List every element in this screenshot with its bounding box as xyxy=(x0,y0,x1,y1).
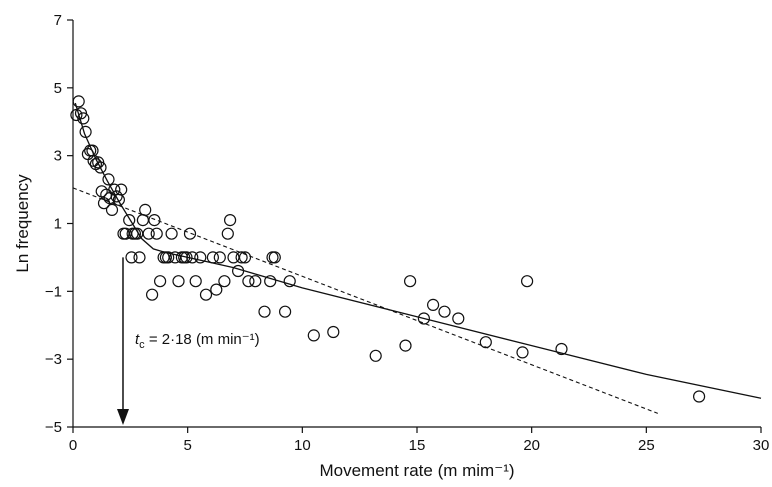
data-point xyxy=(264,275,277,288)
data-point xyxy=(139,203,152,216)
data-point xyxy=(150,227,163,240)
data-point xyxy=(194,251,207,264)
threshold-label-value: = 2·18 (m min⁻¹) xyxy=(145,331,260,348)
data-point xyxy=(417,312,430,325)
data-point xyxy=(369,349,382,362)
y-tick-label: 3 xyxy=(54,148,62,165)
data-point xyxy=(399,339,412,352)
data-point xyxy=(186,251,199,264)
data-point xyxy=(123,214,136,227)
data-point xyxy=(102,173,115,186)
data-point xyxy=(125,251,138,264)
data-point xyxy=(86,144,99,157)
data-point xyxy=(206,251,219,264)
data-point xyxy=(279,305,292,318)
x-tick-label: 5 xyxy=(183,437,191,454)
data-point xyxy=(77,112,90,125)
x-axis-title: Movement rate (m mim⁻¹) xyxy=(319,461,514,480)
data-point xyxy=(154,275,167,288)
data-point xyxy=(105,203,119,216)
x-ticks: 0 5 10 15 20 25 30 xyxy=(69,427,770,454)
x-tick-label: 0 xyxy=(69,437,77,454)
data-point xyxy=(307,329,320,342)
data-point xyxy=(218,275,231,288)
data-point xyxy=(79,125,92,138)
data-point xyxy=(327,325,340,339)
data-point xyxy=(555,342,568,356)
y-tick-label: 1 xyxy=(54,216,62,233)
data-point xyxy=(224,214,237,227)
data-point xyxy=(404,275,417,288)
data-point xyxy=(520,275,534,288)
threshold-label-subscript: c xyxy=(139,339,145,351)
axes: 0 5 10 15 20 25 30 −5 −3 −1 1 3 5 7 xyxy=(45,12,769,454)
dashed-fit-line xyxy=(72,187,658,414)
data-point xyxy=(172,275,185,288)
y-tick-label: −1 xyxy=(45,283,62,300)
threshold-label: tc = 2·18 (m min⁻¹) xyxy=(135,331,260,351)
data-point xyxy=(268,251,281,264)
x-tick-label: 10 xyxy=(294,437,311,454)
data-point xyxy=(692,390,706,403)
data-point xyxy=(258,305,271,318)
data-point xyxy=(427,298,440,311)
x-tick-label: 25 xyxy=(638,437,655,454)
y-ticks: −5 −3 −1 1 3 5 7 xyxy=(45,12,73,436)
data-point xyxy=(210,283,223,296)
data-point xyxy=(199,288,213,301)
data-point xyxy=(283,275,296,288)
data-point xyxy=(452,312,465,325)
solid-fit-line xyxy=(74,102,762,399)
data-point xyxy=(165,227,178,240)
data-points-layer xyxy=(70,95,706,403)
y-tick-label: 7 xyxy=(54,12,62,29)
threshold-arrow-head xyxy=(116,409,129,425)
threshold-label-symbol: t xyxy=(135,331,140,348)
data-point xyxy=(249,275,262,288)
data-point xyxy=(136,214,149,227)
x-tick-label: 30 xyxy=(753,437,770,454)
solid-fit-layer xyxy=(74,102,762,399)
data-point xyxy=(438,305,451,318)
data-point xyxy=(516,346,529,359)
data-point xyxy=(110,190,123,203)
data-point xyxy=(148,214,161,227)
y-tick-label: −3 xyxy=(45,351,62,368)
y-axis-title: Ln frequency xyxy=(13,174,32,273)
data-point xyxy=(115,183,128,196)
threshold-annotation: tc = 2·18 (m min⁻¹) xyxy=(116,257,260,425)
data-point xyxy=(235,251,248,264)
data-point xyxy=(108,183,121,196)
data-point xyxy=(238,251,252,264)
data-point xyxy=(146,288,159,301)
y-tick-label: −5 xyxy=(45,419,62,436)
x-tick-label: 20 xyxy=(523,437,540,454)
data-point xyxy=(242,275,255,288)
data-point xyxy=(213,251,226,264)
data-point xyxy=(94,161,107,174)
data-point xyxy=(180,251,193,264)
data-point xyxy=(142,227,155,240)
data-point xyxy=(479,336,492,349)
data-point xyxy=(133,251,146,264)
data-point xyxy=(189,275,202,288)
plot-area: tc = 2·18 (m min⁻¹) xyxy=(70,95,762,425)
x-tick-label: 15 xyxy=(409,437,426,454)
dashed-fit-layer xyxy=(72,187,658,414)
data-point xyxy=(221,227,234,240)
data-point xyxy=(183,227,197,240)
data-point xyxy=(232,264,245,278)
y-tick-label: 5 xyxy=(54,80,62,97)
data-point xyxy=(266,251,279,264)
data-point xyxy=(162,251,175,264)
data-point xyxy=(72,95,85,108)
